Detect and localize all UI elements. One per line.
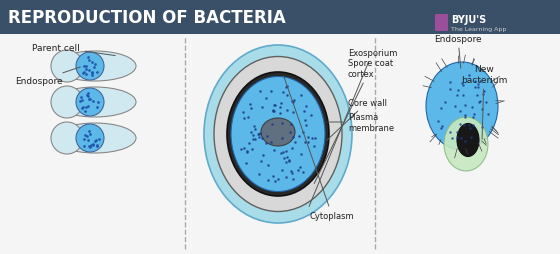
FancyBboxPatch shape [0,0,560,35]
Circle shape [76,124,104,152]
Text: BYJU'S: BYJU'S [451,15,486,25]
Ellipse shape [214,57,342,212]
Text: REPRODUCTION OF BACTERIA: REPRODUCTION OF BACTERIA [8,9,286,27]
Circle shape [76,89,104,117]
Ellipse shape [426,63,498,150]
Text: Core wall: Core wall [327,98,387,140]
Circle shape [51,87,83,119]
Text: Parent cell: Parent cell [32,43,115,56]
Text: Endospore: Endospore [434,34,482,69]
Text: The Learning App: The Learning App [451,26,506,31]
Text: Exosporium: Exosporium [309,48,398,207]
Ellipse shape [457,124,479,157]
Circle shape [51,51,83,83]
Ellipse shape [227,73,329,196]
Ellipse shape [444,118,488,171]
Text: Cytoplasm: Cytoplasm [284,77,354,221]
Circle shape [51,122,83,154]
Circle shape [76,53,104,81]
Text: Endospore: Endospore [15,68,81,86]
FancyBboxPatch shape [435,15,448,32]
Text: New
bacterium: New bacterium [461,65,507,140]
Ellipse shape [54,88,136,118]
Ellipse shape [204,46,352,223]
Text: Spore coat
cortex: Spore coat cortex [314,59,393,184]
Ellipse shape [54,123,136,153]
Ellipse shape [261,119,295,146]
Ellipse shape [231,77,325,192]
Ellipse shape [54,52,136,82]
Text: Plasma
membrane: Plasma membrane [328,113,394,132]
